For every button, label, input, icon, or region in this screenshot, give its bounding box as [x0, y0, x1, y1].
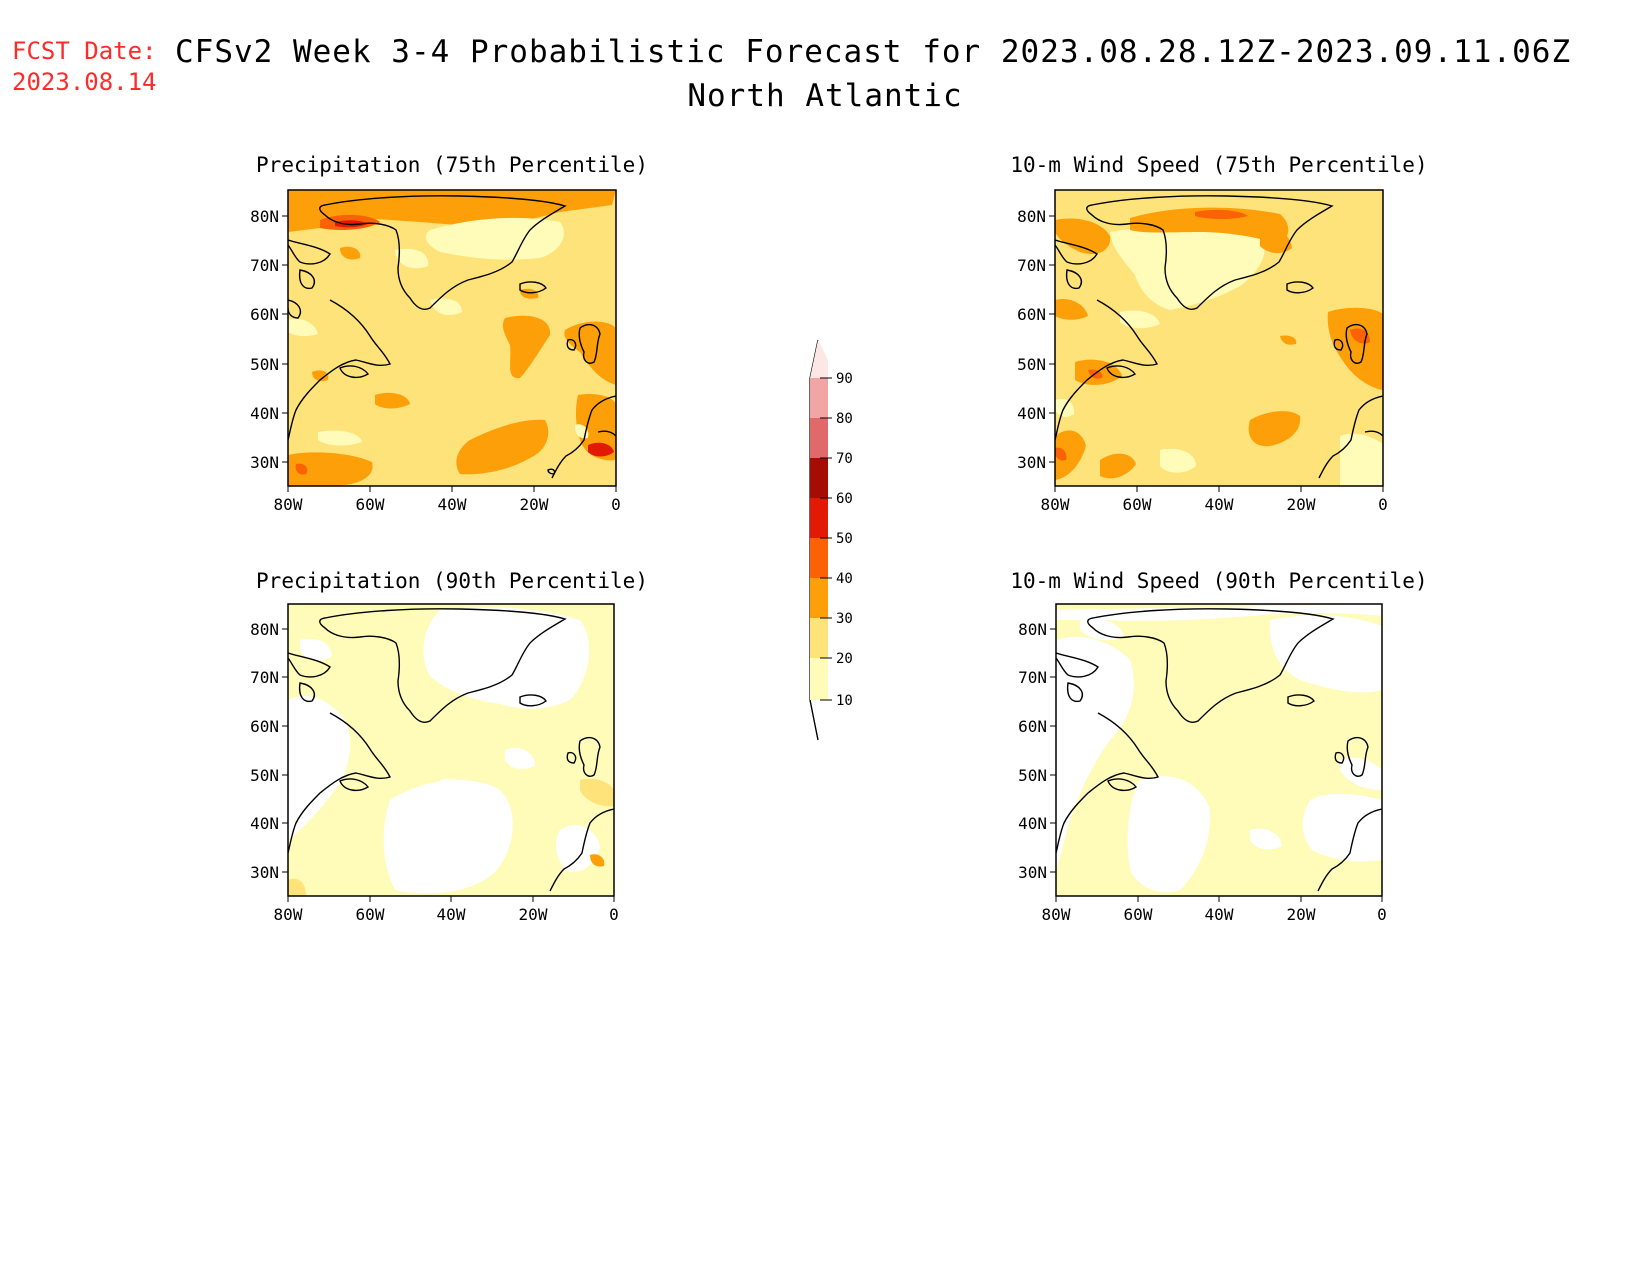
lat-tick-label: 30N	[1018, 863, 1047, 882]
colorbar-swatch	[810, 498, 828, 538]
colorbar-swatch	[810, 618, 828, 658]
lat-tick-label: 40N	[250, 814, 279, 833]
coastline	[1055, 195, 1383, 479]
lat-tick-label: 60N	[250, 717, 279, 736]
colorbar-label: 60	[836, 491, 853, 507]
map-fill	[288, 604, 614, 896]
panel-title: Precipitation (90th Percentile)	[256, 569, 648, 593]
coastline	[1056, 608, 1382, 892]
panel-title: 10-m Wind Speed (75th Percentile)	[1010, 153, 1427, 177]
lat-tick-label: 40N	[1018, 814, 1047, 833]
lon-tick-label: 0	[611, 495, 621, 514]
lat-axis: 80N 70N 60N 50N 40N 30N	[1017, 207, 1055, 472]
lat-tick-label: 80N	[250, 207, 279, 226]
lat-tick-label: 50N	[1017, 355, 1046, 374]
lat-tick-label: 70N	[250, 668, 279, 687]
forecast-date-label: FCST Date:	[12, 37, 157, 65]
lon-tick-label: 60W	[1123, 495, 1152, 514]
lat-tick-label: 70N	[1017, 256, 1046, 275]
colorbar-label: 90	[836, 371, 853, 387]
coastline	[288, 195, 616, 479]
colorbar-label: 70	[836, 451, 853, 467]
lon-axis: 80W 60W 40W 20W 0	[1042, 896, 1387, 924]
lon-axis: 80W 60W 40W 20W 0	[274, 896, 619, 924]
colorbar-swatch	[810, 578, 828, 618]
panel-precip-75: Precipitation (75th Percentile)	[250, 153, 648, 514]
colorbar-label: 80	[836, 411, 853, 427]
coastline	[288, 608, 614, 892]
lat-tick-label: 30N	[1017, 453, 1046, 472]
lon-tick-label: 60W	[1124, 905, 1153, 924]
lon-tick-label: 20W	[520, 495, 549, 514]
lat-tick-label: 30N	[250, 453, 279, 472]
lon-tick-label: 80W	[274, 495, 303, 514]
lon-axis: 80W 60W 40W 20W 0	[274, 486, 621, 514]
colorbar-swatch	[810, 658, 828, 700]
panel-wind-90: 10-m Wind Speed (90th Percentile) 80N	[1010, 569, 1427, 924]
lat-tick-label: 50N	[250, 355, 279, 374]
map-fill	[1055, 190, 1383, 486]
lon-tick-label: 80W	[274, 905, 303, 924]
lat-axis: 80N 70N 60N 50N 40N 30N	[1018, 620, 1056, 882]
lon-axis: 80W 60W 40W 20W 0	[1041, 486, 1388, 514]
lon-tick-label: 0	[1377, 905, 1387, 924]
map-fill	[288, 190, 616, 486]
lat-tick-label: 50N	[1018, 766, 1047, 785]
panel-title: 10-m Wind Speed (90th Percentile)	[1010, 569, 1427, 593]
lon-tick-label: 40W	[1205, 495, 1234, 514]
lat-tick-label: 50N	[250, 766, 279, 785]
lon-tick-label: 80W	[1042, 905, 1071, 924]
lon-tick-label: 40W	[437, 905, 466, 924]
panel-wind-75: 10-m Wind Speed (75th Percentile)	[1010, 153, 1427, 514]
lat-tick-label: 40N	[1017, 404, 1046, 423]
lon-tick-label: 60W	[356, 905, 385, 924]
lat-tick-label: 30N	[250, 863, 279, 882]
forecast-date: 2023.08.14	[12, 68, 157, 96]
forecast-date-block: FCST Date: 2023.08.14	[12, 36, 157, 98]
colorbar-swatch	[810, 538, 828, 578]
lat-tick-label: 80N	[250, 620, 279, 639]
lat-axis: 80N 70N 60N 50N 40N 30N	[250, 620, 288, 882]
map-fill	[1056, 604, 1382, 896]
figure-title: CFSv2 Week 3-4 Probabilistic Forecast fo…	[175, 34, 1572, 70]
colorbar-label: 10	[836, 693, 853, 709]
lon-tick-label: 20W	[1287, 905, 1316, 924]
lat-tick-label: 60N	[1017, 305, 1046, 324]
lat-tick-label: 60N	[250, 305, 279, 324]
panel-title: Precipitation (75th Percentile)	[256, 153, 648, 177]
lon-tick-label: 80W	[1041, 495, 1070, 514]
lat-tick-label: 70N	[1018, 668, 1047, 687]
colorbar-swatch	[810, 378, 828, 418]
region-title: North Atlantic	[687, 78, 963, 114]
lon-tick-label: 0	[1378, 495, 1388, 514]
lon-tick-label: 20W	[519, 905, 548, 924]
lat-axis: 80N 70N 60N 50N 40N 30N	[250, 207, 288, 472]
lon-tick-label: 40W	[438, 495, 467, 514]
colorbar-swatch	[810, 418, 828, 458]
lon-tick-label: 0	[609, 905, 619, 924]
colorbar: 90 80 70 60 50 40 30 20 10	[809, 339, 853, 741]
lat-tick-label: 70N	[250, 256, 279, 275]
colorbar-label: 30	[836, 611, 853, 627]
lat-tick-label: 40N	[250, 404, 279, 423]
lon-tick-label: 20W	[1287, 495, 1316, 514]
colorbar-swatch	[810, 458, 828, 498]
colorbar-label: 40	[836, 571, 853, 587]
lat-tick-label: 80N	[1017, 207, 1046, 226]
lon-tick-label: 40W	[1205, 905, 1234, 924]
colorbar-label: 20	[836, 651, 853, 667]
colorbar-label: 50	[836, 531, 853, 547]
lat-tick-label: 60N	[1018, 717, 1047, 736]
panel-precip-90: Precipitation (90th Percentile)	[250, 569, 648, 924]
lon-tick-label: 60W	[356, 495, 385, 514]
lat-tick-label: 80N	[1018, 620, 1047, 639]
